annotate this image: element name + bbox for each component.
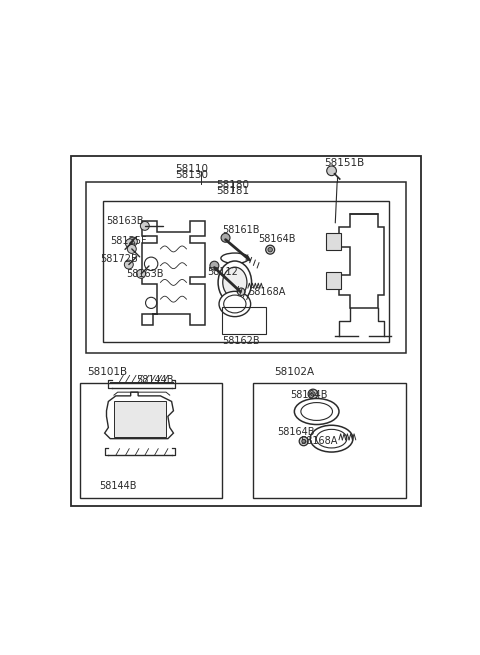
Text: 58168A: 58168A: [300, 436, 337, 445]
Circle shape: [266, 245, 275, 254]
Circle shape: [302, 440, 305, 443]
Text: 58101B: 58101B: [87, 367, 127, 377]
Text: 58144B: 58144B: [136, 375, 174, 385]
Ellipse shape: [221, 253, 249, 263]
Text: 58163B: 58163B: [107, 216, 144, 227]
Text: 58164B: 58164B: [258, 234, 295, 244]
Circle shape: [311, 392, 315, 396]
Bar: [86, 182, 406, 353]
Text: 58125F: 58125F: [110, 236, 147, 246]
Ellipse shape: [218, 261, 252, 304]
Text: 58144B: 58144B: [99, 481, 136, 491]
Text: 58172B: 58172B: [100, 254, 138, 264]
Circle shape: [129, 237, 137, 246]
Text: 58180: 58180: [216, 180, 250, 190]
Text: 58130: 58130: [176, 170, 208, 180]
Circle shape: [140, 221, 149, 231]
Polygon shape: [114, 402, 166, 437]
Bar: [222, 307, 266, 335]
Text: 58151B: 58151B: [324, 158, 364, 168]
Bar: [253, 383, 406, 498]
Text: 58164B: 58164B: [277, 427, 315, 437]
Circle shape: [210, 261, 219, 270]
Bar: [103, 200, 389, 342]
Ellipse shape: [301, 403, 333, 421]
Text: 58102A: 58102A: [274, 367, 314, 377]
Circle shape: [268, 248, 273, 252]
Ellipse shape: [310, 425, 353, 452]
Bar: [326, 233, 341, 250]
Circle shape: [125, 239, 134, 248]
Ellipse shape: [224, 295, 246, 313]
Circle shape: [127, 244, 136, 253]
Bar: [326, 272, 341, 289]
Ellipse shape: [316, 430, 347, 448]
Circle shape: [308, 389, 318, 399]
Text: 58110: 58110: [176, 164, 208, 174]
Circle shape: [137, 269, 145, 278]
Text: 58168A: 58168A: [248, 287, 285, 297]
Text: 58163B: 58163B: [126, 269, 164, 279]
Text: 58164B: 58164B: [290, 390, 327, 400]
Circle shape: [238, 288, 245, 295]
Ellipse shape: [223, 267, 247, 297]
Circle shape: [124, 260, 133, 269]
Circle shape: [221, 233, 230, 242]
Text: 58162B: 58162B: [222, 336, 260, 346]
Ellipse shape: [219, 291, 251, 316]
Circle shape: [299, 437, 308, 445]
Circle shape: [327, 166, 336, 176]
Text: 58112: 58112: [207, 267, 238, 277]
Ellipse shape: [294, 398, 339, 424]
Bar: [81, 383, 222, 498]
Text: 58161B: 58161B: [222, 225, 259, 234]
Text: 58181: 58181: [216, 186, 250, 196]
